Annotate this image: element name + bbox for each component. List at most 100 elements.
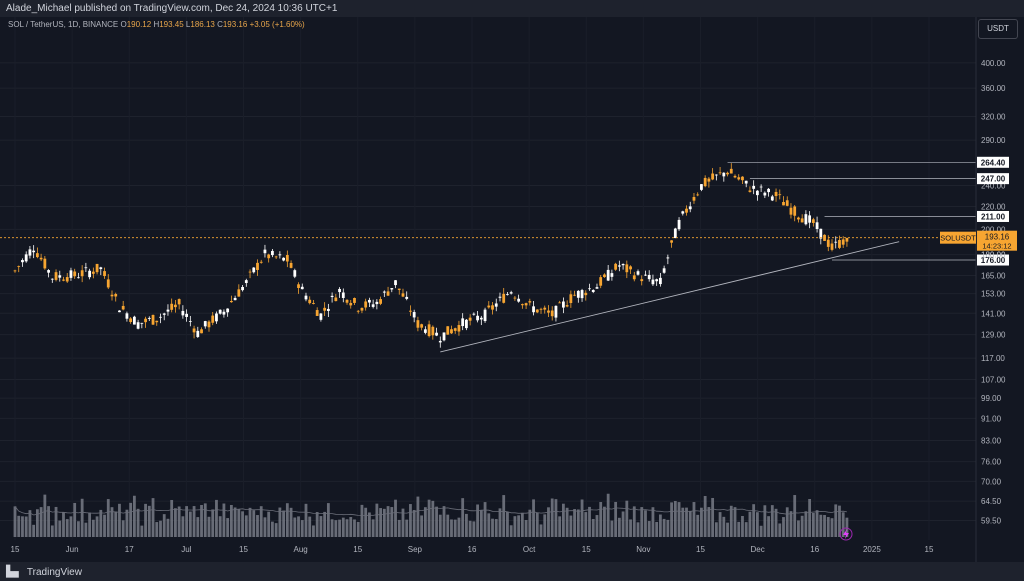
x-tick-label: 2025 xyxy=(863,545,881,554)
candle-body xyxy=(293,270,297,277)
tv-logo-icon: ▙▖ xyxy=(6,566,23,578)
candle-body xyxy=(338,288,341,293)
candle-body xyxy=(524,303,528,306)
candle-body xyxy=(50,278,54,280)
volume-bar xyxy=(457,517,461,537)
candle-body xyxy=(465,319,468,329)
candle-body xyxy=(767,188,770,193)
candle-body xyxy=(472,313,476,315)
volume-bar xyxy=(125,509,129,537)
candle-body xyxy=(830,243,834,250)
symbol-name: SOL / TetherUS, 1D, BINANCE xyxy=(8,20,119,29)
candle-body xyxy=(506,294,509,296)
candle-body xyxy=(80,270,84,277)
candle-body xyxy=(118,310,121,313)
volume-bar xyxy=(353,519,356,537)
candle-body xyxy=(774,191,778,197)
x-tick-label: Jul xyxy=(181,545,191,554)
volume-bar xyxy=(237,508,241,537)
candle-body xyxy=(177,299,181,305)
candle-body xyxy=(438,340,442,343)
volume-bar xyxy=(62,512,65,537)
volume-bar xyxy=(435,506,438,537)
volume-bar xyxy=(293,517,297,537)
volume-bar xyxy=(285,503,289,537)
x-tick-label: 15 xyxy=(11,545,20,554)
candle-body xyxy=(99,267,103,270)
candle-body xyxy=(349,302,353,306)
candle-body xyxy=(435,332,438,336)
volume-bar xyxy=(103,514,106,537)
volume-bar xyxy=(584,512,588,537)
volume-bar xyxy=(834,504,838,537)
close-label: C xyxy=(217,20,223,29)
y-tick-label: 83.00 xyxy=(981,437,1002,446)
candle-body xyxy=(711,173,715,180)
price-level-badge xyxy=(977,254,1009,266)
volume-bar xyxy=(349,517,353,537)
candle-body xyxy=(256,262,259,270)
candle-body xyxy=(517,298,521,302)
symbol-badge-label: SOLUSDT xyxy=(940,234,976,243)
y-tick-label: 220.00 xyxy=(981,202,1006,211)
price-axis[interactable]: 59.50 64.50 70.00 76.00 83.00 91.00 99.00 107.0… xyxy=(981,59,1006,526)
candle-body xyxy=(491,305,494,310)
volume-bar xyxy=(513,516,517,537)
candle-body xyxy=(24,254,28,262)
candle-body xyxy=(114,294,118,297)
candle-body xyxy=(748,190,752,192)
candle-body xyxy=(136,322,140,329)
candle-body xyxy=(412,312,416,318)
volume-bar xyxy=(371,519,375,537)
candle-body xyxy=(289,262,293,268)
volume-bar xyxy=(144,503,147,537)
y-tick-label: 320.00 xyxy=(981,112,1006,121)
candle-body xyxy=(226,308,230,313)
volume-bar xyxy=(830,518,834,537)
volume-bar xyxy=(263,517,267,537)
volume-bar xyxy=(297,516,300,537)
candle-body xyxy=(125,313,129,319)
volume-bar xyxy=(476,504,479,537)
volume-bar xyxy=(591,518,595,537)
candle-body xyxy=(532,306,535,313)
candle-body xyxy=(323,307,327,311)
y-tick-label: 290.00 xyxy=(981,136,1006,145)
currency-button[interactable]: USDT xyxy=(978,19,1018,39)
candle-body xyxy=(651,279,655,285)
candle-body xyxy=(804,214,808,225)
grid xyxy=(0,17,976,540)
symbol-badge xyxy=(940,231,976,244)
candle-body xyxy=(487,305,491,308)
candle-body xyxy=(681,211,685,214)
candle-body xyxy=(237,289,241,297)
volume-bar xyxy=(80,498,84,537)
candle-body xyxy=(737,177,741,180)
candle-body xyxy=(755,190,759,196)
partial-price-label: 180.00 xyxy=(981,251,1006,260)
price-chart[interactable]: 59.50 64.50 70.00 76.00 83.00 91.00 99.00 107.0… xyxy=(0,17,1024,562)
volume-bar xyxy=(789,511,793,537)
candle-body xyxy=(655,279,659,282)
volume-bars xyxy=(13,493,849,537)
lightning-icon[interactable] xyxy=(839,527,853,541)
volume-bar xyxy=(811,512,815,537)
candle-body xyxy=(483,309,487,322)
y-tick-label: 200.00 xyxy=(981,225,1006,234)
y-tick-label: 400.00 xyxy=(981,59,1006,68)
volume-bar xyxy=(118,503,121,537)
candle-body xyxy=(673,228,677,239)
candle-body xyxy=(442,332,446,341)
price-level-badge xyxy=(977,173,1009,185)
volume-bar xyxy=(685,507,688,537)
candle-body xyxy=(603,274,606,278)
volume-bar xyxy=(341,517,345,537)
change-value: +3.05 (+1.60%) xyxy=(249,20,305,29)
time-axis[interactable]: 15 Jun 17 Jul 15 Aug 15 Sep 16 Oct 15 Nov 15 Dec 16 202… xyxy=(11,545,934,554)
volume-bar xyxy=(151,498,155,537)
volume-bar xyxy=(155,522,159,537)
volume-bar xyxy=(763,505,767,537)
volume-bar xyxy=(47,506,50,537)
candle-body xyxy=(248,271,252,273)
price-level-badge xyxy=(977,210,1009,222)
